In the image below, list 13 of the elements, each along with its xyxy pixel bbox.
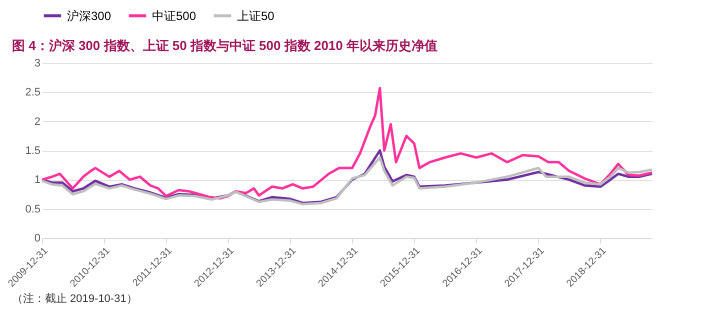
text: （注：截止 2019-10-31） — [12, 292, 138, 305]
legend-label: 中证500 — [152, 8, 196, 23]
y-tick-label: 2 — [34, 116, 40, 128]
y-tick-label: 2.5 — [25, 86, 40, 99]
chart-title: 图 4：沪深 300 指数、上证 50 指数与中证 500 指数 2010 年以来历史净值 — [12, 38, 438, 53]
y-tick-label: 0 — [34, 232, 40, 244]
line-series — [40, 86, 654, 200]
legend-label: 沪深300 — [67, 8, 112, 23]
legend-label: 上证50 — [237, 8, 275, 23]
y-tick-label: 1.5 — [25, 145, 40, 157]
y-tick-label: 1 — [34, 174, 40, 186]
y-tick-label: 3 — [34, 58, 40, 70]
y-tick-label: 0.5 — [25, 203, 40, 216]
